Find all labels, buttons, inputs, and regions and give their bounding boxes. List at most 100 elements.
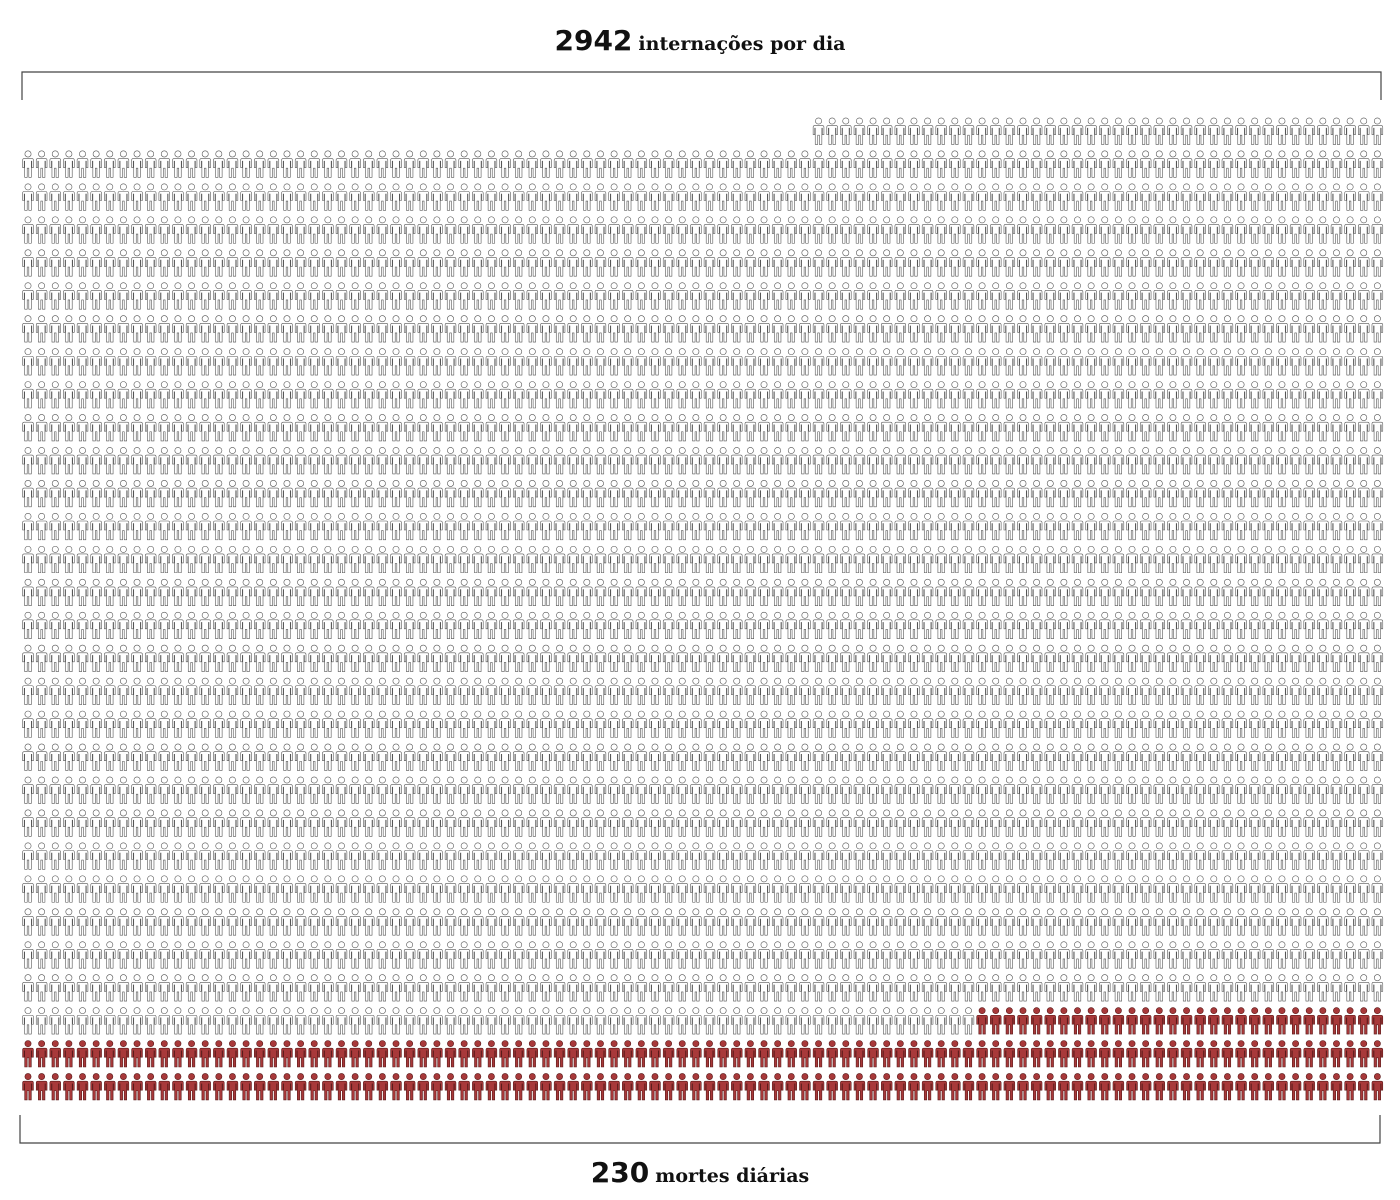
admission-icon [132,843,143,870]
admission-icon [118,217,129,244]
bottom-bracket [19,1115,1381,1144]
admission-icon [936,546,947,573]
admission-icon [1099,711,1110,738]
admission-icon [513,414,524,441]
death-icon [23,1041,34,1068]
admission-icon [418,480,429,507]
admission-icon [1113,447,1124,474]
admission-icon [1018,744,1029,771]
admission-icon [486,316,497,343]
admission-icon [132,579,143,606]
admission-icon [295,480,306,507]
admission-icon [704,151,715,178]
admission-icon [322,151,333,178]
admission-icon [227,414,238,441]
admission-icon [936,678,947,705]
death-icon [77,1041,88,1068]
admission-icon [213,909,224,936]
admission-icon [77,711,88,738]
admission-icon [745,447,756,474]
admission-icon [949,414,960,441]
admission-icon [677,546,688,573]
admission-icon [1222,447,1233,474]
admission-icon [63,184,74,211]
admission-icon [786,546,797,573]
admission-icon [636,283,647,310]
admission-icon [404,1008,415,1035]
admission-icon [513,382,524,409]
admission-icon [404,513,415,540]
death-icon [50,1073,61,1100]
admission-icon [295,909,306,936]
admission-icon [990,810,1001,837]
admission-icon [77,810,88,837]
admission-icon [418,810,429,837]
admission-icon [91,843,102,870]
admission-icon [800,546,811,573]
admission-icon [268,513,279,540]
admission-icon [213,447,224,474]
admission-icon [1113,217,1124,244]
death-icon [363,1041,374,1068]
death-icon [1018,1073,1029,1100]
admission-icon [363,447,374,474]
admission-icon [459,250,470,277]
admission-icon [854,810,865,837]
admission-icon [609,876,620,903]
admission-icon [595,184,606,211]
admission-icon [1345,612,1356,639]
admission-icon [1317,645,1328,672]
admission-icon [63,711,74,738]
admission-icon [909,678,920,705]
admission-icon [472,678,483,705]
admission-icon [1372,942,1383,969]
admission-icon [1086,711,1097,738]
admission-icon [813,843,824,870]
admission-icon [1018,184,1029,211]
admission-icon [636,1008,647,1035]
admission-icon [1140,184,1151,211]
admission-icon [1331,414,1342,441]
admission-icon [513,843,524,870]
admission-icon [963,118,974,144]
admission-icon [282,513,293,540]
death-icon [1249,1008,1260,1035]
admission-icon [1317,382,1328,409]
admission-icon [227,678,238,705]
admission-icon [936,744,947,771]
admission-icon [1304,843,1315,870]
admission-icon [718,151,729,178]
admission-icon [1195,612,1206,639]
admission-icon [868,480,879,507]
death-icon [1290,1041,1301,1068]
admission-icon [527,909,538,936]
admission-icon [622,349,633,376]
admission-icon [418,217,429,244]
admission-icon [541,645,552,672]
admission-icon [1277,184,1288,211]
admission-icon [186,909,197,936]
admission-icon [936,579,947,606]
admission-icon [132,184,143,211]
admission-icon [363,382,374,409]
admission-icon [1208,579,1219,606]
admission-icon [1304,151,1315,178]
admission-icon [159,546,170,573]
admission-icon [786,283,797,310]
admission-icon [459,645,470,672]
admission-icon [227,349,238,376]
admission-icon [350,283,361,310]
admission-icon [241,250,252,277]
admission-icon [650,217,661,244]
admission-icon [527,184,538,211]
admission-icon [118,151,129,178]
admission-icon [1045,612,1056,639]
admission-icon [241,810,252,837]
admission-icon [650,283,661,310]
admission-icon [1358,711,1369,738]
admission-icon [1236,678,1247,705]
admission-icon [786,217,797,244]
death-icon [404,1073,415,1100]
death-icon [486,1073,497,1100]
admission-icon [132,250,143,277]
